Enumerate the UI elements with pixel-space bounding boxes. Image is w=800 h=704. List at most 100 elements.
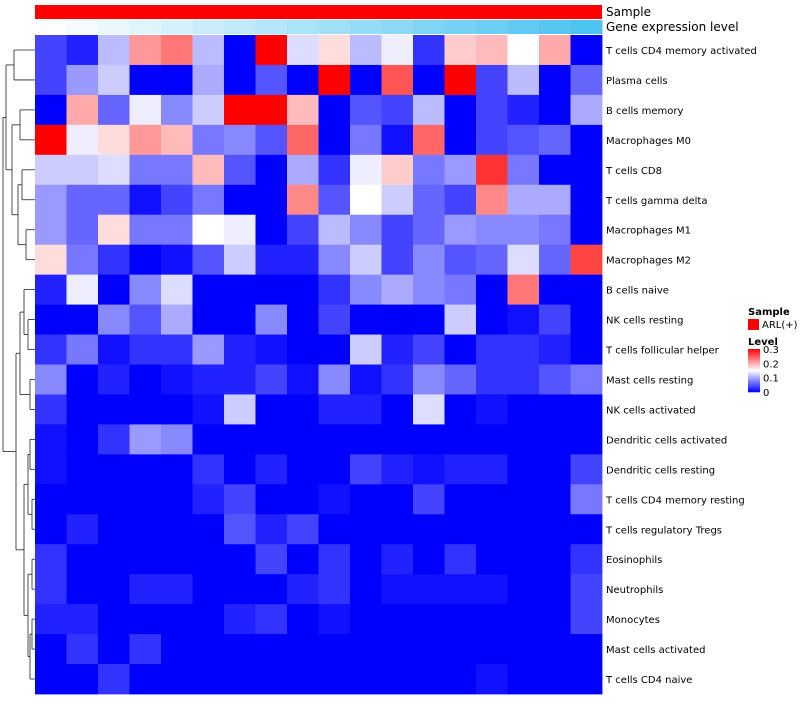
- legend-colorbar-segment: [748, 365, 760, 367]
- legend-colorbar-segment: [748, 387, 760, 390]
- heatmap-cell: [129, 35, 162, 66]
- legend-level-tick: 0.2: [763, 359, 779, 370]
- heatmap-cell: [350, 484, 382, 515]
- heatmap-cell: [318, 454, 351, 485]
- row-label: NK cells resting: [606, 316, 683, 327]
- heatmap-cell: [192, 334, 225, 365]
- heatmap-cell: [224, 484, 256, 515]
- row-label: T cells CD4 memory activated: [605, 46, 757, 57]
- legend-colorbar-segment: [748, 359, 760, 362]
- heatmap-cell: [570, 544, 603, 575]
- heatmap-cell: [570, 124, 603, 156]
- heatmap-cell: [129, 364, 162, 395]
- heatmap-cell: [192, 124, 225, 156]
- heatmap-cell: [287, 634, 319, 665]
- row-label: T cells CD4 memory resting: [605, 495, 745, 506]
- heatmap-cell: [287, 304, 319, 335]
- gene-expression-track-cell: [350, 20, 382, 34]
- heatmap-cell: [35, 364, 67, 395]
- heatmap-cell: [66, 574, 99, 605]
- heatmap-cell: [444, 184, 477, 216]
- heatmap-cell: [98, 214, 130, 246]
- gene-expression-track-cell: [192, 20, 225, 34]
- row-label: NK cells activated: [606, 405, 696, 416]
- heatmap-cell: [66, 94, 99, 126]
- heatmap-cell: [224, 64, 256, 96]
- heatmap-cell: [570, 604, 603, 635]
- heatmap-cell: [570, 424, 603, 455]
- heatmap-cell: [255, 604, 288, 635]
- heatmap-cell: [192, 184, 225, 216]
- heatmap-cell: [539, 184, 571, 216]
- heatmap-cell: [539, 154, 571, 186]
- heatmap-cell: [192, 214, 225, 246]
- heatmap-cell: [413, 214, 445, 246]
- heatmap-cell: [66, 604, 99, 635]
- heatmap-cell: [381, 484, 414, 515]
- heatmap-cell: [413, 274, 445, 305]
- heatmap-cell: [350, 634, 382, 665]
- heatmap-cell: [318, 364, 351, 395]
- heatmap-cell: [318, 574, 351, 605]
- heatmap-cell: [161, 244, 193, 276]
- heatmap-cell: [507, 304, 540, 335]
- heatmap-cell: [381, 544, 414, 575]
- heatmap-cell: [570, 35, 603, 66]
- heatmap-cell: [318, 514, 351, 545]
- heatmap-cell: [444, 334, 477, 365]
- heatmap-cell: [318, 124, 351, 156]
- heatmap-cell: [35, 544, 67, 575]
- heatmap-cell: [161, 574, 193, 605]
- legend-colorbar-segment: [748, 351, 760, 353]
- heatmap-cell: [255, 394, 288, 425]
- heatmap-cell: [507, 124, 540, 156]
- heatmap-cell: [98, 94, 130, 126]
- legend-colorbar-segment: [748, 353, 760, 355]
- heatmap-cell: [539, 64, 571, 96]
- heatmap-cell: [444, 454, 477, 485]
- heatmap-cell: [224, 634, 256, 665]
- heatmap-cell: [224, 274, 256, 305]
- heatmap-cell: [381, 424, 414, 455]
- heatmap-cell: [287, 604, 319, 635]
- heatmap-cell: [507, 664, 540, 695]
- heatmap-cell: [287, 544, 319, 575]
- row-label: Macrophages M0: [606, 136, 691, 147]
- legend-colorbar-segment: [748, 389, 760, 392]
- heatmap-cell: [161, 304, 193, 335]
- heatmap-cell: [66, 454, 99, 485]
- heatmap-cell: [161, 364, 193, 395]
- heatmap-cell: [476, 574, 508, 605]
- heatmap-cell: [224, 394, 256, 425]
- heatmap-cell: [287, 664, 319, 695]
- heatmap-cell: [224, 514, 256, 545]
- heatmap-cell: [476, 514, 508, 545]
- heatmap-cell: [507, 514, 540, 545]
- legend-colorbar-segment: [748, 355, 760, 357]
- heatmap-cell: [35, 64, 67, 96]
- heatmap-cell: [444, 244, 477, 276]
- heatmap-cell: [350, 274, 382, 305]
- heatmap-cell: [381, 394, 414, 425]
- heatmap-cell: [381, 184, 414, 216]
- row-label: B cells naive: [606, 286, 669, 297]
- gene-expression-track-cell: [161, 20, 193, 34]
- heatmap-cell: [350, 214, 382, 246]
- heatmap-cell: [413, 484, 445, 515]
- gene-expression-track-cell: [98, 20, 130, 34]
- heatmap-cell: [507, 484, 540, 515]
- legend-colorbar-segment: [748, 385, 760, 387]
- heatmap-cell: [224, 544, 256, 575]
- row-label: Mast cells activated: [606, 645, 705, 656]
- heatmap-cell: [161, 64, 193, 96]
- gene-expression-track-cell: [413, 20, 445, 34]
- heatmap-cell: [350, 544, 382, 575]
- heatmap-cell: [129, 244, 162, 276]
- heatmap-cell: [570, 64, 603, 96]
- heatmap-cell: [287, 154, 319, 186]
- heatmap-cell: [539, 94, 571, 126]
- legend-level-tick: 0.1: [763, 374, 779, 385]
- legend-colorbar-segment: [748, 349, 760, 351]
- heatmap-cell: [255, 664, 288, 695]
